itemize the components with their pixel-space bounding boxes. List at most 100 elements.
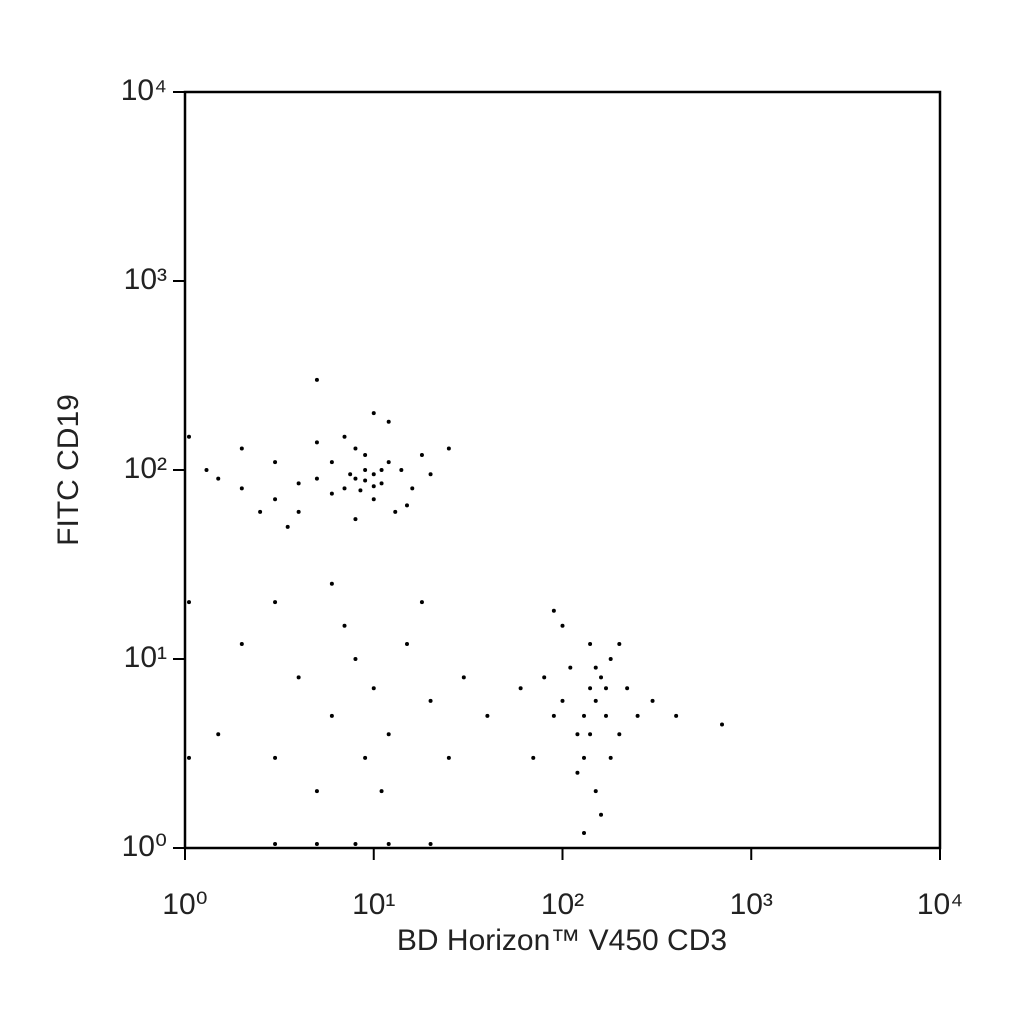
event-dot <box>363 478 368 483</box>
event-dot <box>608 755 613 760</box>
y-tick-label: 10⁰ <box>122 830 167 863</box>
event-dot <box>575 770 580 775</box>
y-axis-label: FITC CD19 <box>52 394 85 546</box>
event-dot <box>582 831 587 836</box>
event-dot <box>531 755 536 760</box>
event-dot <box>371 484 376 489</box>
event-dot <box>296 675 301 680</box>
event-dot <box>617 642 622 647</box>
event-dot <box>399 468 404 472</box>
event-dot <box>363 453 368 458</box>
event-dot <box>371 686 376 691</box>
event-dot <box>353 476 358 481</box>
event-dot <box>314 476 319 481</box>
event-dot <box>428 698 433 703</box>
event-dot <box>410 486 415 491</box>
event-dot <box>518 686 523 691</box>
event-dot <box>371 411 376 416</box>
y-tick-label: 10³ <box>124 263 167 296</box>
event-dot <box>575 732 580 737</box>
event-dot <box>674 713 679 718</box>
event-dot <box>599 812 604 817</box>
event-dot <box>379 789 384 794</box>
event-dot <box>239 642 244 647</box>
event-dot <box>419 600 424 605</box>
x-tick-label: 10¹ <box>352 888 395 921</box>
event-dot <box>186 755 191 760</box>
plot-frame <box>183 90 942 850</box>
event-dot <box>593 665 598 670</box>
event-dot <box>342 434 347 439</box>
event-dot <box>314 377 319 382</box>
event-dot <box>353 657 358 661</box>
x-tick-label: 10⁰ <box>162 888 207 921</box>
event-dot <box>551 608 556 613</box>
event-dot <box>446 755 451 760</box>
event-dot <box>404 503 409 508</box>
y-tick-label: 10² <box>124 452 167 485</box>
event-dot <box>239 486 244 491</box>
event-dot <box>273 460 278 465</box>
x-tick-label: 10³ <box>730 888 773 921</box>
event-dot <box>379 481 384 486</box>
event-dot <box>258 509 263 514</box>
event-dot <box>353 517 358 522</box>
event-dot <box>239 446 244 451</box>
event-dot <box>273 755 278 760</box>
event-dot <box>204 468 209 472</box>
x-axis-label: BD Horizon™ V450 CD3 <box>397 924 727 957</box>
event-dot <box>186 600 191 605</box>
event-dot <box>617 732 622 737</box>
event-dot <box>428 472 433 477</box>
y-tick-label: 10¹ <box>124 641 167 674</box>
event-dot <box>216 476 221 481</box>
event-dot <box>386 732 391 737</box>
event-dot <box>363 755 368 760</box>
event-dot <box>273 600 278 605</box>
x-tick-label: 10² <box>541 888 584 921</box>
event-dot <box>285 524 290 529</box>
event-dot <box>588 732 593 737</box>
event-dot <box>593 698 598 703</box>
event-dot <box>216 732 221 737</box>
event-dot <box>603 686 608 691</box>
event-dot <box>588 686 593 691</box>
event-dot <box>650 698 655 703</box>
event-dot <box>404 642 409 647</box>
event-dot <box>296 481 301 486</box>
event-dot <box>635 713 640 718</box>
event-dot <box>379 468 384 472</box>
event-dot <box>314 789 319 794</box>
event-dot <box>568 665 573 670</box>
event-dot <box>428 841 433 846</box>
event-dot <box>273 841 278 846</box>
event-dot <box>329 581 334 586</box>
event-dot <box>582 755 587 760</box>
event-dot <box>599 675 604 680</box>
x-tick-label: 10⁴ <box>917 888 963 921</box>
event-dot <box>608 657 613 661</box>
event-dot <box>485 713 490 718</box>
event-dot <box>358 488 363 493</box>
event-dot <box>371 497 376 502</box>
event-dot <box>551 713 556 718</box>
event-dot <box>371 472 376 477</box>
event-dot <box>542 675 547 680</box>
event-dot <box>393 509 398 514</box>
event-dot <box>593 789 598 794</box>
event-dot <box>560 623 565 628</box>
event-dot <box>314 440 319 445</box>
event-dot <box>386 841 391 846</box>
event-dot <box>625 686 630 691</box>
event-dot <box>329 491 334 496</box>
event-dot <box>588 642 593 647</box>
y-tick-label: 10⁴ <box>121 74 167 107</box>
event-dot <box>348 472 353 477</box>
event-dot <box>314 841 319 846</box>
event-dot <box>446 446 451 451</box>
event-dot <box>419 453 424 458</box>
event-dot <box>461 675 466 680</box>
event-dot <box>329 460 334 465</box>
event-dot <box>342 486 347 491</box>
